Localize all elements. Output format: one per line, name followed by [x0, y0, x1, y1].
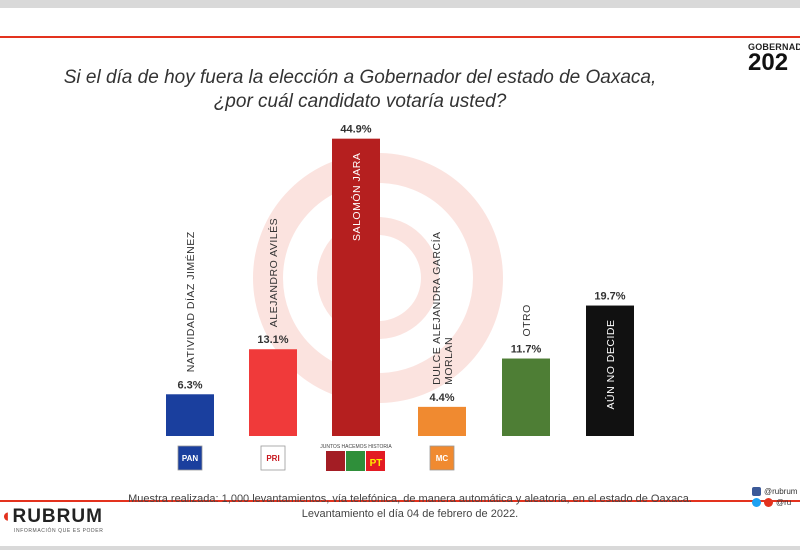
bar-3: [332, 138, 380, 436]
category-label-2: ALEJANDRO AVILÉS: [267, 218, 280, 327]
value-label-1: 6.3%: [177, 379, 202, 391]
chart-title-line-2: ¿por cuál candidato votaría usted?: [213, 91, 507, 112]
footnote: Muestra realizada: 1,000 levantamientos,…: [80, 492, 740, 522]
party-caption-3: JUNTOS HACEMOS HISTORIA: [320, 444, 392, 450]
value-label-2: 13.1%: [257, 334, 288, 346]
value-label-4: 4.4%: [429, 392, 454, 404]
instagram-icon: [764, 498, 773, 507]
bottom-rule: [0, 500, 800, 502]
value-label-6: 19.7%: [594, 291, 625, 303]
value-label-5: 11.7%: [511, 344, 542, 356]
value-label-3: 44.9%: [340, 124, 371, 136]
top-rule: [0, 36, 800, 38]
party-logo-1-text: PAN: [182, 454, 199, 463]
party-logo-morena-icon: [326, 451, 345, 471]
social-twitter[interactable]: @ru: [752, 497, 800, 508]
category-label-4-line-2: MORLAN: [443, 337, 455, 385]
social-facebook[interactable]: @rubrum: [752, 486, 800, 497]
bar-5: [502, 358, 550, 436]
category-label-3: SALOMÓN JARA: [350, 153, 363, 241]
party-logo-1-icon: [177, 445, 203, 471]
brand-year: 202: [748, 49, 796, 76]
chart-title: Si el día de hoy fuera la elección a Gob…: [60, 66, 660, 114]
twitter-handle: @ru: [776, 498, 792, 507]
twitter-icon: [752, 498, 761, 507]
party-logo-pt-text: PT: [370, 458, 383, 469]
slide: GOBERNADOR 202 Si el día de hoy fuera la…: [0, 8, 800, 546]
bar-2: [249, 349, 297, 436]
facebook-icon: [752, 487, 761, 496]
category-label-1: NATIVIDAD DÍAZ JIMÉNEZ: [184, 231, 197, 372]
facebook-handle: @rubrum: [764, 487, 798, 496]
party-logo-4-text: MC: [436, 454, 449, 463]
party-logo-verde-icon: [346, 451, 365, 471]
party-logo-4-icon: [429, 445, 455, 471]
brand-label: GOBERNADOR: [748, 42, 800, 52]
category-label-6: AÚN NO DECIDE: [604, 320, 617, 410]
footnote-line-2: Levantamiento el día 04 de febrero de 20…: [301, 508, 519, 520]
brand-year-text: 202: [748, 49, 789, 76]
rubrum-tagline: INFORMACIÓN QUE ES PODER: [14, 528, 104, 534]
category-label-4-line-1: DULCE ALEJANDRA GARCÍA: [430, 231, 443, 384]
party-logo-pt-icon: [366, 451, 385, 471]
rubrum-logo-name: ◖RUBRUM: [0, 506, 120, 528]
bar-4: [418, 406, 466, 436]
bar-6: [586, 305, 634, 436]
chart-title-line-1: Si el día de hoy fuera la elección a Gob…: [63, 67, 657, 88]
footnote-line-1: Muestra realizada: 1,000 levantamientos,…: [128, 493, 692, 505]
logo-name-text: RUBRUM: [12, 506, 103, 527]
category-label-5: OTRO: [521, 304, 533, 336]
logo-mark-icon: ◖: [0, 506, 13, 527]
party-logo-2-text: PRI: [266, 454, 279, 463]
brand-top: GOBERNADOR 202: [748, 42, 800, 76]
rubrum-logo: ◖RUBRUM INFORMACIÓN QUE ES PODER: [0, 506, 120, 534]
social-links: @rubrum @ru: [752, 486, 800, 508]
chart: 6.3% NATIVIDAD DÍAZ JIMÉNEZ PAN 13.1% ALEJAN…: [166, 124, 634, 471]
bar-1: [166, 394, 214, 436]
party-logo-2-icon: [260, 445, 286, 471]
